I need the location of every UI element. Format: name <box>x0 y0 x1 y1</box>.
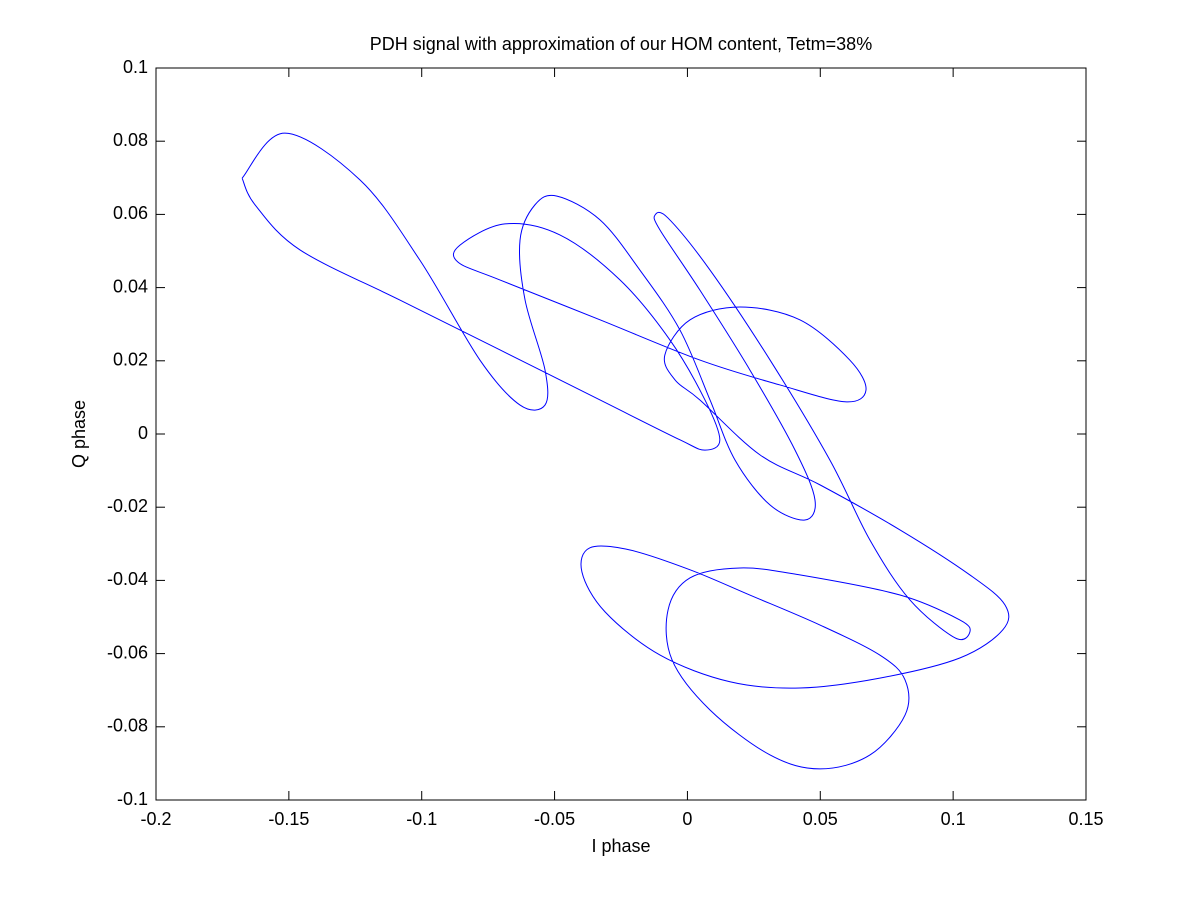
x-tick-label: -0.1 <box>406 809 437 829</box>
x-axis-label: I phase <box>591 836 650 856</box>
y-tick-label: 0.04 <box>113 276 148 296</box>
chart-title: PDH signal with approximation of our HOM… <box>370 34 872 54</box>
x-tick-label: 0.05 <box>803 809 838 829</box>
y-tick-label: -0.04 <box>107 569 148 589</box>
y-tick-label: 0.08 <box>113 130 148 150</box>
y-tick-label: -0.08 <box>107 716 148 736</box>
x-tick-label: 0 <box>682 809 692 829</box>
plot-area <box>155 67 1087 801</box>
x-tick-label: -0.15 <box>268 809 309 829</box>
y-tick-label: 0.1 <box>123 57 148 77</box>
y-tick-label: -0.1 <box>117 789 148 809</box>
y-tick-label: 0.02 <box>113 350 148 370</box>
y-tick-label: -0.06 <box>107 642 148 662</box>
x-tick-label: 0.15 <box>1068 809 1103 829</box>
y-axis-label: Q phase <box>69 400 89 468</box>
x-tick-label: 0.1 <box>941 809 966 829</box>
data-line <box>241 132 1010 770</box>
y-tick-label: 0 <box>138 423 148 443</box>
y-tick-label: -0.02 <box>107 496 148 516</box>
x-tick-label: -0.2 <box>140 809 171 829</box>
y-tick-label: 0.06 <box>113 203 148 223</box>
x-tick-label: -0.05 <box>534 809 575 829</box>
